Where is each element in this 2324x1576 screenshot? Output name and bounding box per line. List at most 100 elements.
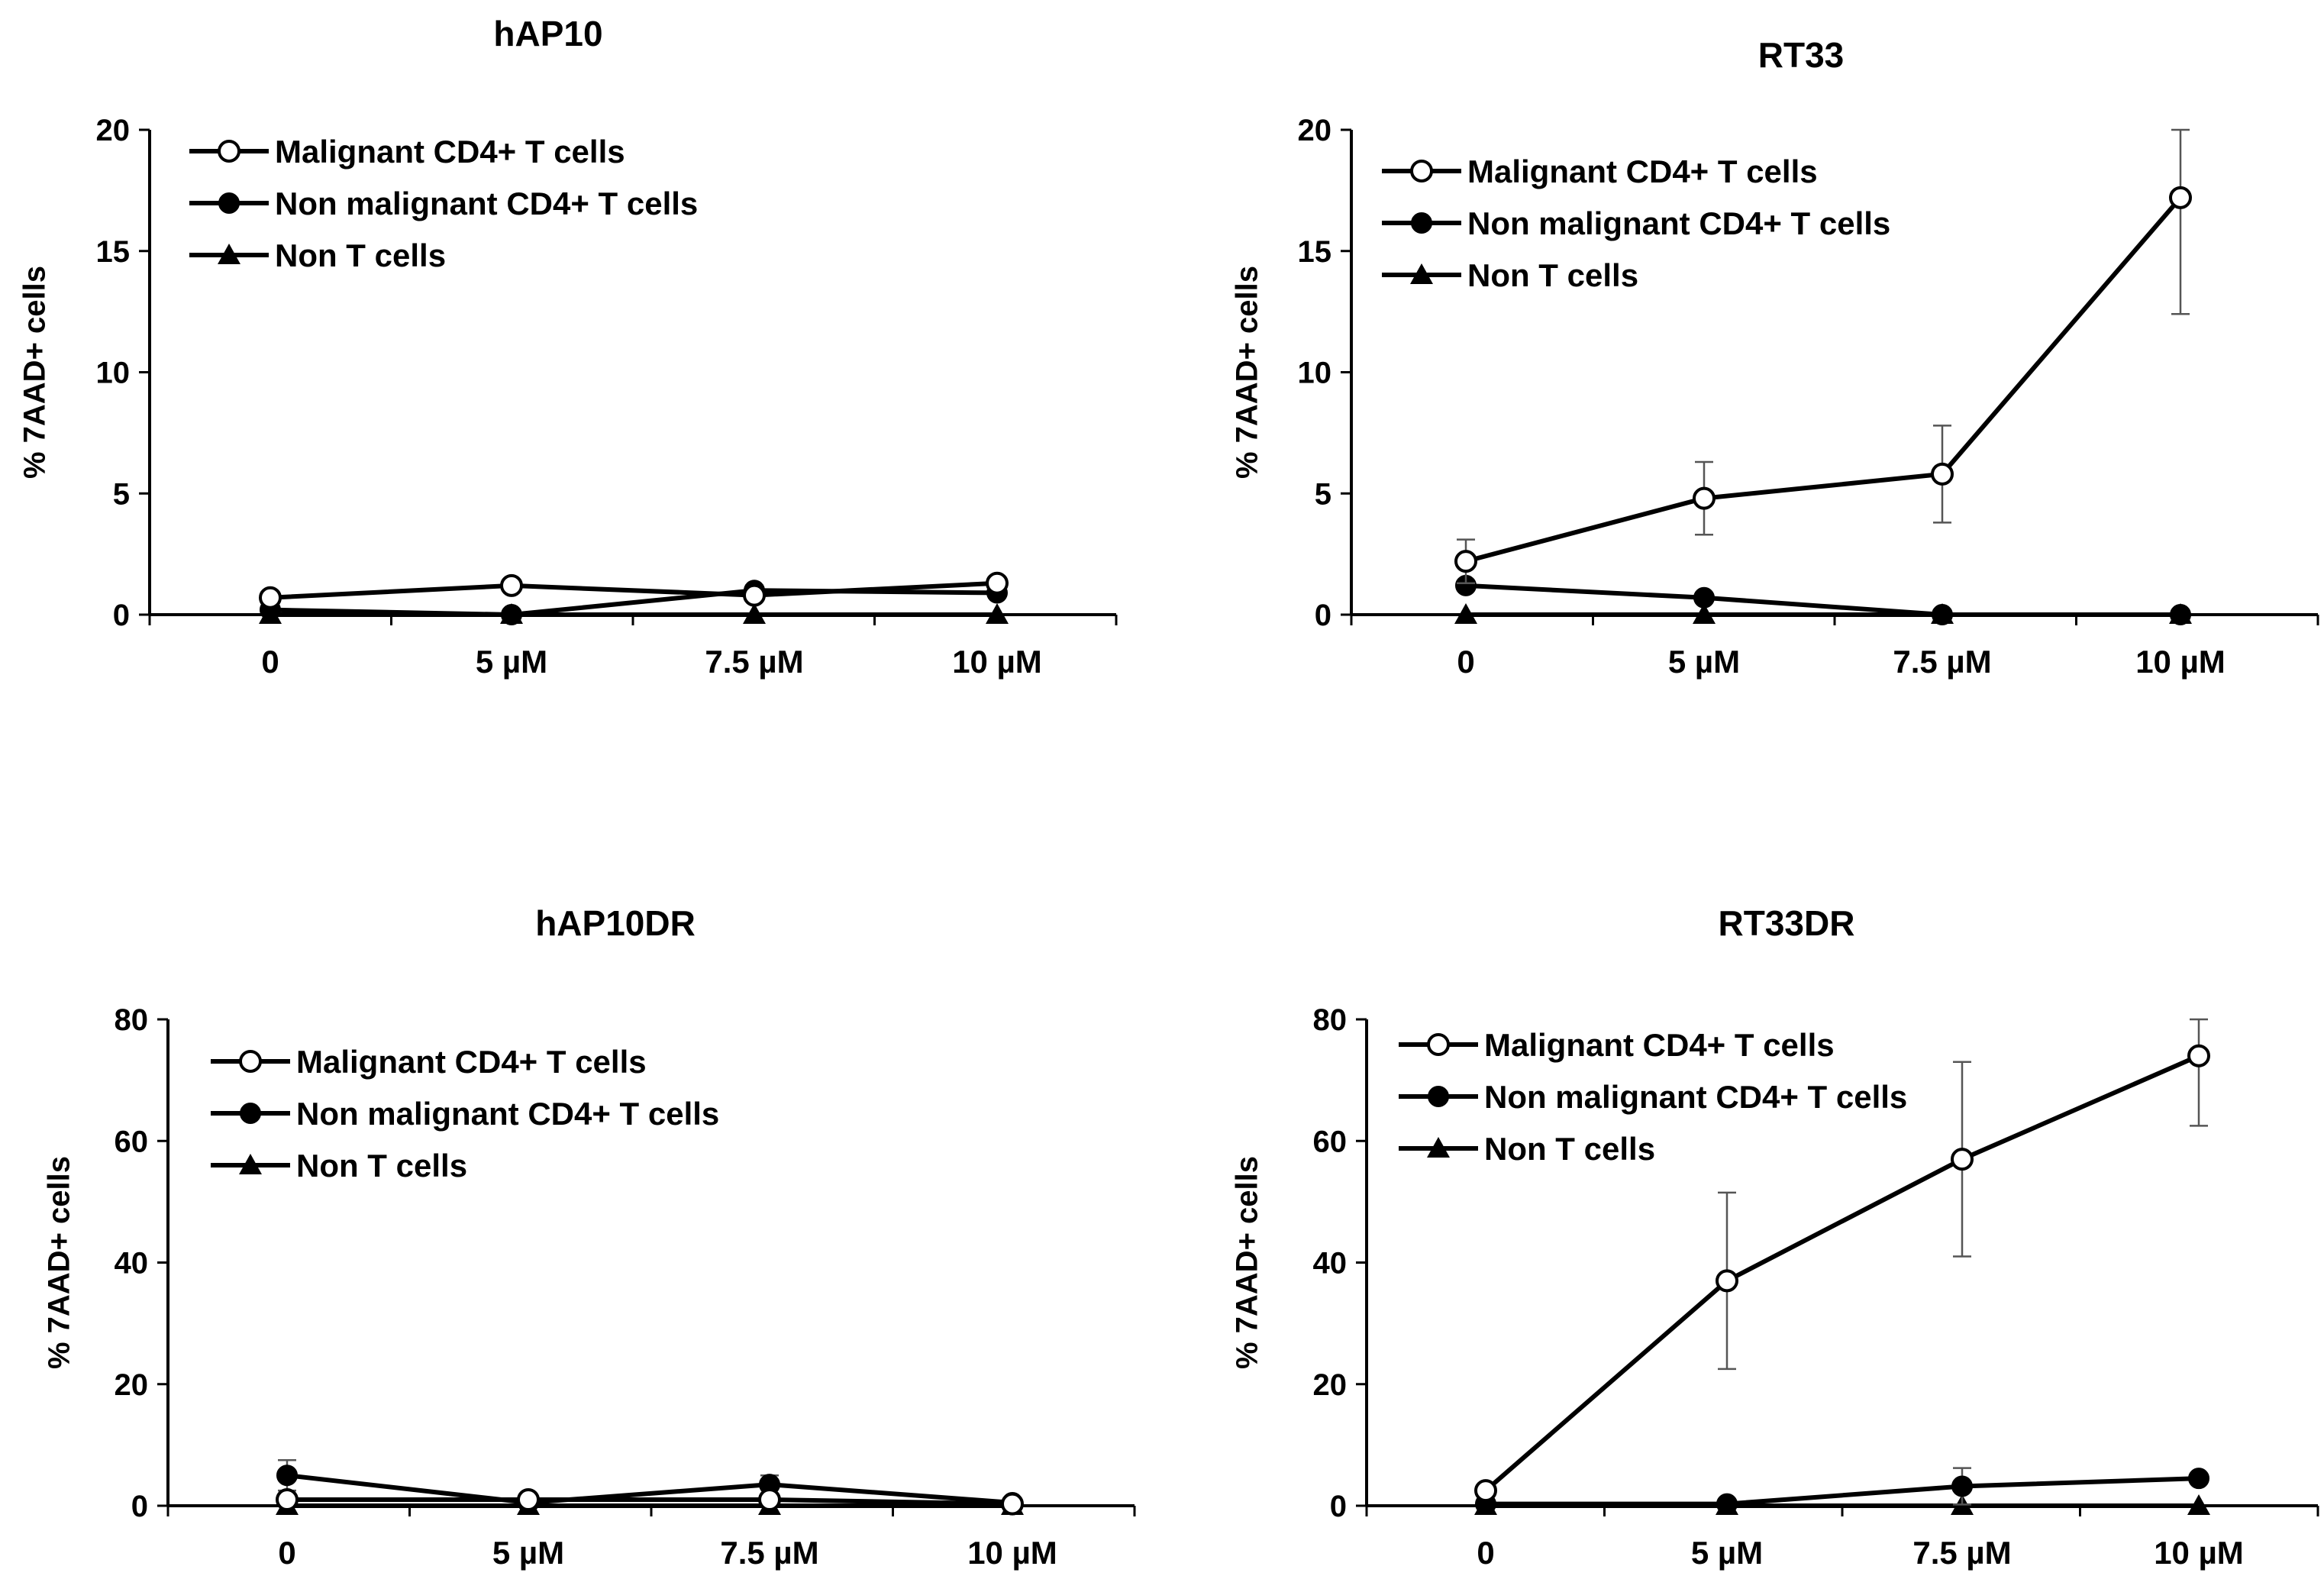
data-point — [276, 1465, 298, 1487]
series-line — [286, 1473, 1013, 1506]
legend-item: Non malignant CD4+ T cells — [211, 1096, 719, 1132]
series-open-circle — [276, 1488, 1024, 1516]
series-line — [1484, 1054, 2200, 1493]
data-point — [1716, 1493, 1738, 1515]
data-point — [758, 1488, 781, 1512]
x-tick-label: 7.5 µM — [1893, 644, 1991, 680]
y-tick-label: 20 — [1298, 114, 1332, 147]
series-open-circle — [259, 571, 1009, 609]
legend-item: Malignant CD4+ T cells — [1399, 1027, 1835, 1063]
data-point — [2187, 1494, 2210, 1515]
chart-title: RT33 — [1758, 35, 1844, 75]
x-tick-label: 5 µM — [492, 1535, 564, 1571]
data-point — [2187, 1044, 2210, 1067]
y-tick-label: 20 — [115, 1368, 149, 1402]
series-open-circle — [1454, 128, 2192, 584]
legend-marker — [1428, 1086, 1449, 1107]
x-tick-label: 10 µM — [2135, 644, 2226, 680]
series-open-circle — [1474, 1018, 2210, 1503]
series-line — [1465, 195, 2183, 564]
legend-label: Malignant CD4+ T cells — [296, 1044, 647, 1080]
legend-label: Malignant CD4+ T cells — [1484, 1027, 1835, 1063]
y-tick-label: 60 — [1313, 1125, 1348, 1158]
legend-marker — [239, 1050, 262, 1073]
x-tick-label: 10 µM — [2154, 1535, 2244, 1571]
legend-item: Malignant CD4+ T cells — [189, 134, 625, 170]
data-point — [2170, 604, 2191, 625]
legend-marker — [1427, 1137, 1450, 1158]
legend-item: Non malignant CD4+ T cells — [1382, 205, 1890, 241]
y-tick-label: 40 — [115, 1247, 149, 1280]
data-point — [276, 1488, 299, 1512]
y-tick-label: 10 — [96, 357, 131, 390]
y-tick-label: 0 — [1315, 599, 1331, 632]
legend-label: Non T cells — [1467, 257, 1638, 293]
x-tick-label: 7.5 µM — [1912, 1535, 2011, 1571]
data-point — [500, 573, 523, 597]
y-tick-label: 80 — [1313, 1003, 1348, 1037]
y-axis-label: % 7AAD+ cells — [18, 266, 52, 479]
series-line — [270, 588, 998, 618]
series-line — [270, 580, 998, 600]
data-point — [1693, 603, 1716, 624]
data-point — [259, 586, 282, 609]
data-point — [986, 603, 1009, 624]
legend-label: Non T cells — [296, 1148, 467, 1184]
y-axis-label: % 7AAD+ cells — [1231, 1156, 1264, 1369]
series-line — [1465, 583, 2180, 617]
x-tick-label: 7.5 µM — [720, 1535, 818, 1571]
data-point — [1454, 550, 1477, 573]
data-point — [1716, 1269, 1738, 1293]
legend-marker — [1410, 160, 1433, 182]
chart-panel-rt33: RT33 0 5 10 15 20 0 5 µM 7.5 µM 10 µM % 7AAD+ cell… — [1231, 35, 2319, 680]
data-point — [2169, 186, 2192, 209]
legend-item: Non malignant CD4+ T cells — [1399, 1079, 1907, 1115]
x-tick-label: 5 µM — [1691, 1535, 1763, 1571]
data-point — [1931, 462, 1954, 486]
legend-item: Malignant CD4+ T cells — [211, 1044, 647, 1080]
y-tick-label: 0 — [1330, 1490, 1347, 1523]
y-tick-label: 5 — [113, 477, 130, 511]
chart-title: hAP10 — [493, 14, 602, 53]
legend-item: Non T cells — [1399, 1131, 1655, 1167]
legend-label: Non T cells — [1484, 1131, 1655, 1167]
data-point — [743, 583, 766, 607]
series-filled-circle — [1455, 574, 2191, 625]
legend-label: Non malignant CD4+ T cells — [1484, 1079, 1907, 1115]
y-tick-label: 0 — [131, 1490, 148, 1523]
y-tick-label: 15 — [1298, 235, 1332, 269]
legend-item: Non malignant CD4+ T cells — [189, 186, 698, 221]
data-point — [1932, 604, 1953, 625]
y-tick-label: 80 — [115, 1003, 149, 1037]
chart-panel-rt33dr: RT33DR 0 20 40 60 80 0 5 µM 7.5 µM 10 µM % 7AAD+ c… — [1231, 903, 2319, 1571]
legend-item: Non T cells — [1382, 257, 1638, 293]
legend-label: Non T cells — [275, 237, 446, 273]
data-point — [517, 1488, 540, 1512]
legend-marker — [218, 140, 240, 163]
data-point — [1951, 1475, 1973, 1497]
data-point — [2188, 1468, 2209, 1490]
x-tick-label: 10 µM — [952, 644, 1042, 680]
legend-label: Malignant CD4+ T cells — [275, 134, 625, 170]
data-point — [743, 603, 766, 624]
y-tick-label: 40 — [1313, 1247, 1348, 1280]
data-point — [501, 604, 522, 625]
x-tick-label: 0 — [1457, 644, 1474, 680]
legend-label: Non malignant CD4+ T cells — [296, 1096, 719, 1132]
chart-panel-hap10: hAP10 0 5 10 15 20 0 5 µM 7.5 µM 10 µM % 7AAD+ cel… — [18, 14, 1118, 680]
y-tick-label: 20 — [96, 114, 131, 147]
data-point — [1474, 1479, 1497, 1503]
chart-title: RT33DR — [1719, 903, 1855, 943]
x-tick-label: 10 µM — [967, 1535, 1057, 1571]
x-tick-label: 5 µM — [476, 644, 547, 680]
x-tick-label: 0 — [1477, 1535, 1494, 1571]
x-tick-label: 0 — [278, 1535, 295, 1571]
data-point — [986, 571, 1009, 595]
legend-item: Malignant CD4+ T cells — [1382, 153, 1818, 189]
series-line — [1486, 1476, 2200, 1507]
y-tick-label: 10 — [1298, 357, 1332, 390]
legend-marker — [239, 1154, 262, 1174]
y-axis-label: % 7AAD+ cells — [43, 1156, 76, 1369]
